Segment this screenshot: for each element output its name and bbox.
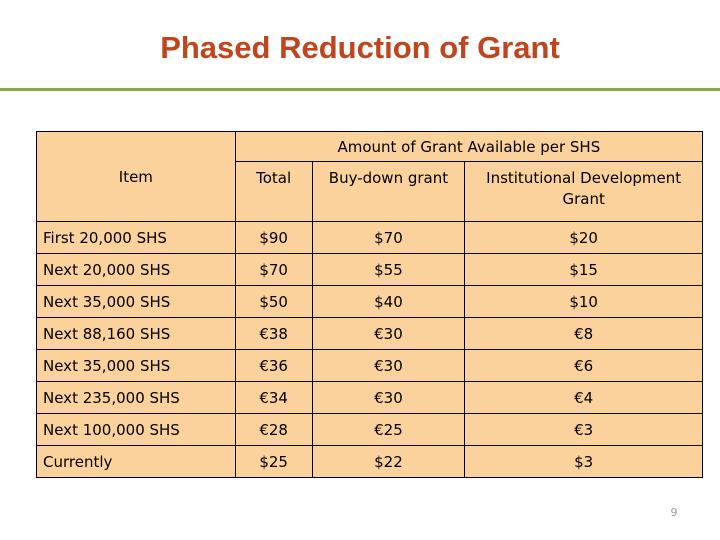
table-row: First 20,000 SHS $90 $70 $20: [36, 221, 703, 254]
table-row: Next 88,160 SHS €38 €30 €8: [36, 317, 703, 350]
item-column-header: Item: [36, 131, 236, 222]
slide-title: Phased Reduction of Grant: [160, 30, 560, 65]
row-total: $70: [234, 253, 313, 286]
row-institutional: $10: [464, 285, 703, 318]
row-total: €28: [234, 413, 313, 446]
grant-table: Item Amount of Grant Available per SHS T…: [36, 131, 704, 478]
row-buy-down: €25: [311, 413, 466, 446]
row-item: Next 235,000 SHS: [36, 381, 236, 414]
row-total: $25: [234, 445, 313, 478]
row-institutional: €6: [464, 349, 703, 382]
row-item: Currently: [36, 445, 236, 478]
row-institutional: $20: [464, 221, 703, 254]
row-item: Next 100,000 SHS: [36, 413, 236, 446]
row-total: €38: [234, 317, 313, 350]
table-row: Next 35,000 SHS $50 $40 $10: [36, 285, 703, 318]
row-item: First 20,000 SHS: [36, 221, 236, 254]
table-row: Next 235,000 SHS €34 €30 €4: [36, 381, 703, 414]
row-buy-down: €30: [311, 381, 466, 414]
row-total: $90: [234, 221, 313, 254]
page-number: 9: [670, 506, 678, 519]
table-row: Next 35,000 SHS €36 €30 €6: [36, 349, 703, 382]
amount-group-header: Amount of Grant Available per SHS: [234, 131, 704, 162]
institutional-development-column-header: Institutional Development Grant: [464, 161, 703, 222]
row-total: €36: [234, 349, 313, 382]
row-item: Next 88,160 SHS: [36, 317, 236, 350]
row-institutional: $15: [464, 253, 703, 286]
total-column-header: Total: [234, 161, 313, 222]
table-row: Next 20,000 SHS $70 $55 $15: [36, 253, 703, 286]
row-total: $50: [234, 285, 313, 318]
row-item: Next 35,000 SHS: [36, 349, 236, 382]
table-row: Next 100,000 SHS €28 €25 €3: [36, 413, 703, 446]
row-institutional: €8: [464, 317, 703, 350]
row-buy-down: $55: [311, 253, 466, 286]
title-divider: [0, 88, 720, 91]
row-total: €34: [234, 381, 313, 414]
row-item: Next 20,000 SHS: [36, 253, 236, 286]
row-item: Next 35,000 SHS: [36, 285, 236, 318]
row-institutional: €4: [464, 381, 703, 414]
row-institutional: €3: [464, 413, 703, 446]
row-buy-down: €30: [311, 317, 466, 350]
row-buy-down: €30: [311, 349, 466, 382]
row-institutional: $3: [464, 445, 703, 478]
row-buy-down: $70: [311, 221, 466, 254]
table-row: Currently $25 $22 $3: [36, 445, 703, 478]
row-buy-down: $40: [311, 285, 466, 318]
row-buy-down: $22: [311, 445, 466, 478]
buy-down-column-header: Buy-down grant: [311, 161, 466, 222]
